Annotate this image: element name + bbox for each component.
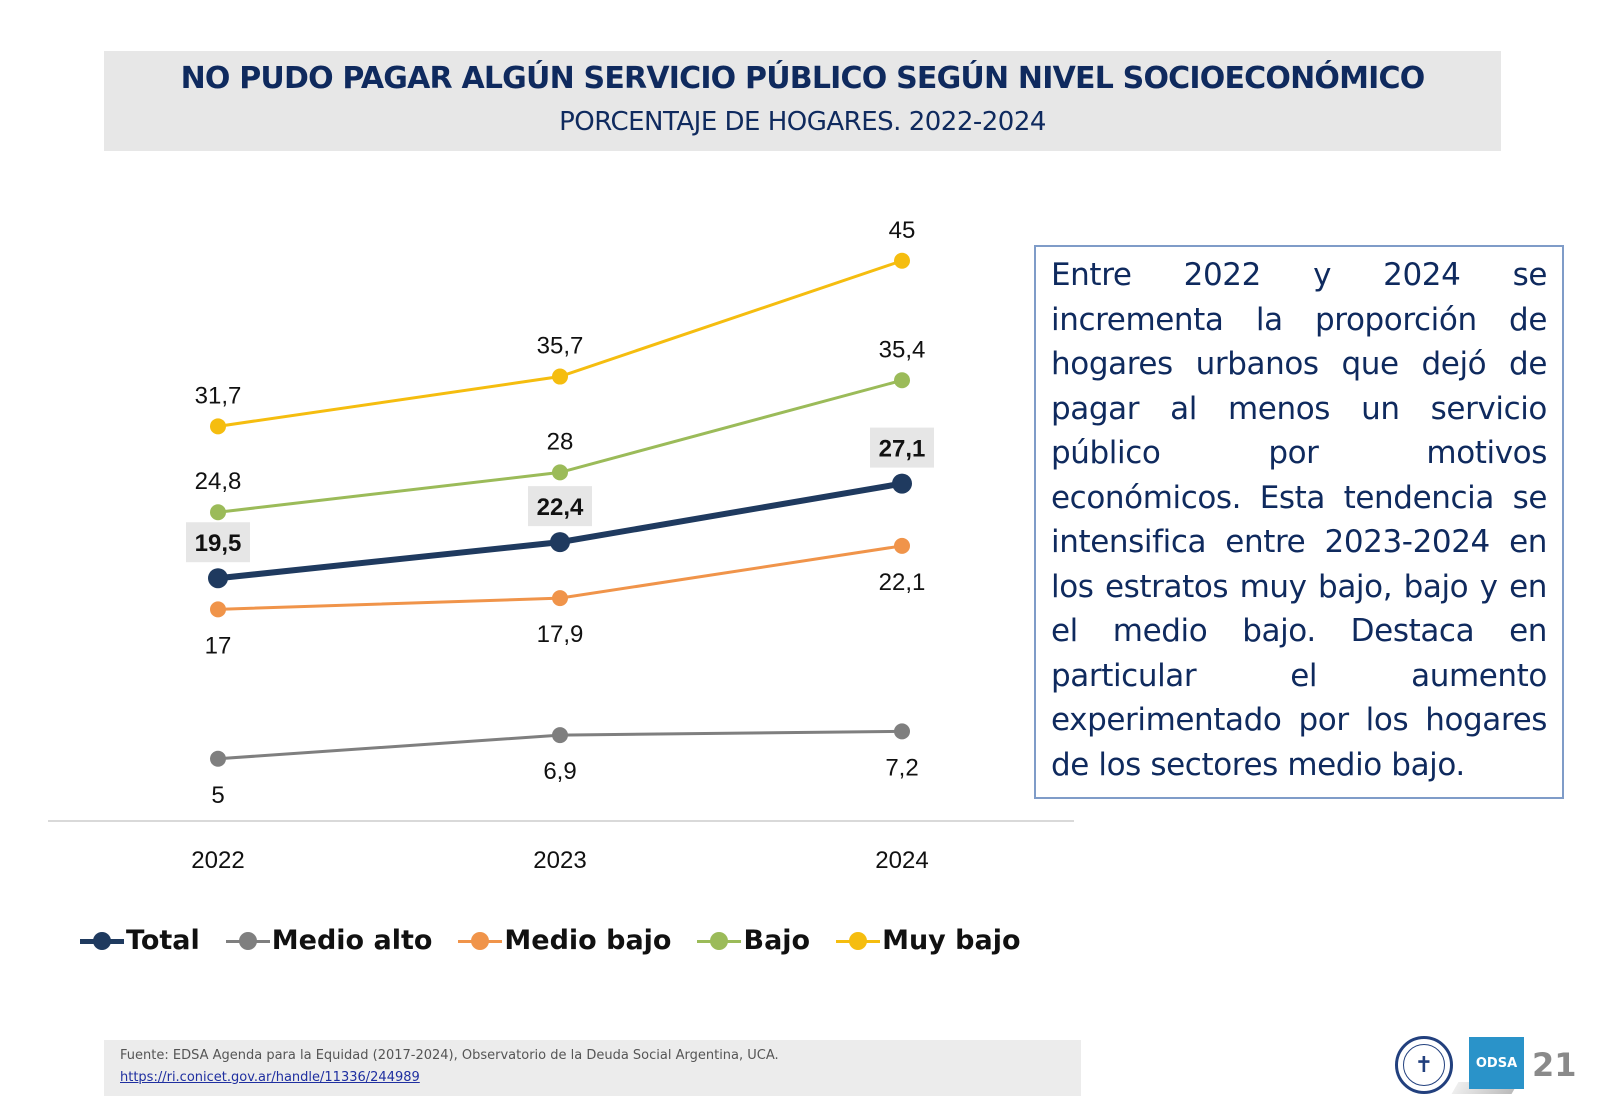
data-point-total — [892, 473, 912, 494]
series-total — [208, 473, 912, 589]
legend-marker-icon — [836, 931, 881, 951]
commentary-box: Entre 2022 y 2024 se incrementa la propo… — [1034, 245, 1564, 799]
page-number: 21 — [1532, 1046, 1577, 1084]
data-point-total — [208, 568, 228, 589]
data-point-bajo — [894, 372, 910, 389]
data-label-bajo: 24,8 — [195, 468, 242, 495]
data-label-total: 19,5 — [195, 530, 242, 557]
legend-marker-icon — [458, 931, 503, 951]
data-label-bg — [186, 522, 250, 563]
series-bajo — [210, 372, 910, 521]
data-point-muy-bajo — [210, 418, 226, 435]
data-label-total: 22,4 — [537, 494, 584, 521]
legend-item-medio-bajo: Medio bajo — [458, 925, 671, 956]
data-label-bajo: 35,4 — [879, 336, 926, 363]
data-label-medio-bajo: 17 — [205, 632, 232, 659]
legend-marker-icon — [697, 931, 742, 951]
series-muy-bajo — [210, 252, 910, 435]
series-medio-bajo — [210, 537, 910, 618]
data-point-medio-bajo — [210, 601, 226, 618]
data-point-medio-bajo — [894, 537, 910, 554]
legend-label: Muy bajo — [882, 925, 1021, 956]
chart-title: NO PUDO PAGAR ALGÚN SERVICIO PÚBLICO SEG… — [180, 61, 1426, 96]
legend-item-bajo: Bajo — [697, 925, 810, 956]
data-point-bajo — [210, 504, 226, 521]
series-layer — [208, 252, 912, 767]
x-tick-labels: 2022 2023 2024 — [191, 847, 928, 874]
data-label-muy-bajo: 45 — [889, 217, 916, 244]
source-text: Fuente: EDSA Agenda para la Equidad (201… — [120, 1048, 779, 1063]
data-point-total — [550, 532, 570, 553]
data-label-medio-alto: 6,9 — [543, 758, 576, 785]
commentary-text: Entre 2022 y 2024 se incrementa la propo… — [1051, 257, 1547, 783]
data-point-medio-alto — [552, 727, 568, 744]
x-tick-label: 2022 — [191, 847, 244, 874]
data-label-total: 27,1 — [879, 436, 926, 463]
chart-subtitle: PORCENTAJE DE HOGARES. 2022-2024 — [559, 107, 1046, 137]
data-label-bg — [870, 427, 934, 468]
odsa-logo: ODSA — [1469, 1037, 1524, 1089]
x-tick-label: 2024 — [875, 847, 928, 874]
legend-item-medio-alto: Medio alto — [225, 925, 433, 956]
data-point-medio-alto — [210, 750, 226, 767]
legend-label: Medio bajo — [504, 925, 672, 956]
legend-item-muy-bajo: Muy bajo — [836, 925, 1021, 956]
data-label-medio-alto: 7,2 — [885, 754, 918, 781]
data-point-medio-alto — [894, 723, 910, 740]
data-label-muy-bajo: 31,7 — [195, 382, 242, 409]
data-label-medio-bajo: 22,1 — [879, 569, 926, 596]
data-point-muy-bajo — [894, 252, 910, 269]
data-point-medio-bajo — [552, 590, 568, 607]
data-label-medio-bajo: 17,9 — [537, 621, 584, 648]
x-tick-label: 2023 — [533, 847, 586, 874]
data-point-muy-bajo — [552, 368, 568, 385]
legend-label: Bajo — [743, 925, 811, 956]
header-banner: NO PUDO PAGAR ALGÚN SERVICIO PÚBLICO SEG… — [104, 51, 1501, 151]
chart-legend: Total Medio alto Medio bajo Bajo Muy bajo — [80, 925, 1021, 956]
data-label-bajo: 28 — [547, 428, 574, 455]
line-chart: 2022 2023 2024 5 6,9 7,2 17 17,9 22,1 24,8 28 35,4… — [48, 217, 1074, 874]
data-label-bg — [528, 486, 592, 527]
legend-marker-icon — [80, 931, 124, 951]
data-label-layer: 5 6,9 7,2 17 17,9 22,1 24,8 28 35,4 31,7 35,7 45 19,… — [186, 217, 934, 809]
legend-item-total: Total — [80, 925, 200, 956]
source-link[interactable]: https://ri.conicet.gov.ar/handle/11336/2… — [120, 1070, 420, 1085]
legend-label: Total — [126, 925, 200, 956]
legend-label: Medio alto — [271, 925, 433, 956]
series-medio-alto — [210, 723, 910, 767]
legend-marker-icon — [225, 931, 270, 951]
university-seal-icon: ✝ — [1395, 1036, 1453, 1094]
data-label-muy-bajo: 35,7 — [537, 333, 584, 360]
source-footer: Fuente: EDSA Agenda para la Equidad (201… — [104, 1040, 1081, 1096]
data-point-bajo — [552, 464, 568, 481]
data-label-medio-alto: 5 — [211, 782, 224, 809]
